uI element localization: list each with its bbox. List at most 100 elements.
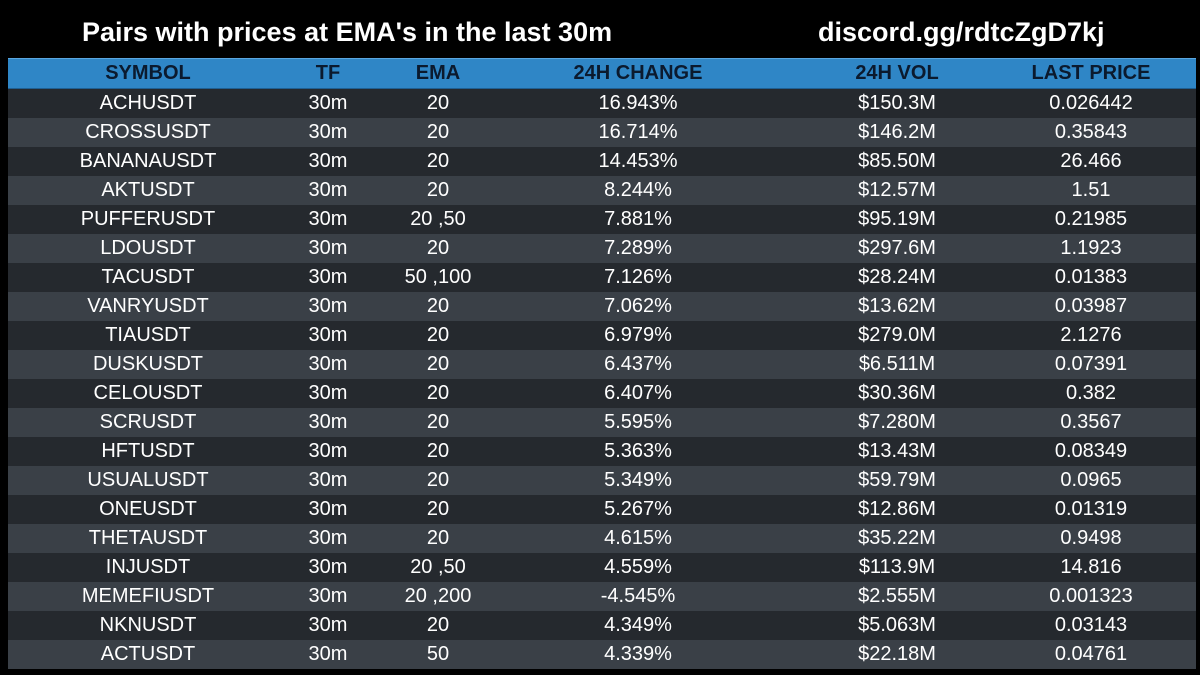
cell-24h-vol: $146.2M xyxy=(858,121,936,143)
table-row[interactable]: PUFFERUSDT 30m 20 ,50 7.881% $95.19M 0.21985 xyxy=(8,205,1196,234)
table-row[interactable]: TIAUSDT 30m 20 6.979% $279.0M 2.1276 xyxy=(8,321,1196,350)
cell-tf: 30m xyxy=(308,266,348,288)
cell-tf: 30m xyxy=(308,585,348,607)
cell-ema: 20 xyxy=(426,179,450,201)
cell-symbol: USUALUSDT xyxy=(87,469,209,491)
cell-last-price: 0.04761 xyxy=(1054,643,1128,665)
cell-24h-change: 16.943% xyxy=(598,92,678,114)
cell-24h-change: 5.595% xyxy=(604,411,672,433)
table-row[interactable]: LDOUSDT 30m 20 7.289% $297.6M 1.1923 xyxy=(8,234,1196,263)
table-row[interactable]: CELOUSDT 30m 20 6.407% $30.36M 0.382 xyxy=(8,379,1196,408)
cell-24h-change: 6.979% xyxy=(604,324,672,346)
cell-24h-vol: $297.6M xyxy=(858,237,936,259)
cell-symbol: MEMEFIUSDT xyxy=(81,585,215,607)
cell-ema: 20 ,50 xyxy=(410,208,466,230)
cell-ema: 50 xyxy=(426,643,450,665)
table-row[interactable]: SCRUSDT 30m 20 5.595% $7.280M 0.3567 xyxy=(8,408,1196,437)
table-row[interactable]: HFTUSDT 30m 20 5.363% $13.43M 0.08349 xyxy=(8,437,1196,466)
cell-24h-vol: $279.0M xyxy=(858,324,936,346)
table-row[interactable]: CROSSUSDT 30m 20 16.714% $146.2M 0.35843 xyxy=(8,118,1196,147)
cell-24h-vol: $28.24M xyxy=(858,266,936,288)
cell-tf: 30m xyxy=(308,643,348,665)
cell-last-price: 0.3567 xyxy=(1060,411,1122,433)
cell-symbol: TACUSDT xyxy=(101,266,195,288)
header: Pairs with prices at EMA's in the last 3… xyxy=(0,0,1200,58)
cell-24h-change: 8.244% xyxy=(604,179,672,201)
cell-tf: 30m xyxy=(308,179,348,201)
cell-last-price: 0.35843 xyxy=(1054,121,1128,143)
table-header-row: SYMBOL TF EMA 24H CHANGE 24H VOL LAST PR… xyxy=(8,58,1196,89)
cell-24h-vol: $6.511M xyxy=(858,353,936,375)
cell-ema: 20 xyxy=(426,353,450,375)
cell-24h-change: 4.615% xyxy=(604,527,672,549)
table-row[interactable]: NKNUSDT 30m 20 4.349% $5.063M 0.03143 xyxy=(8,611,1196,640)
cell-24h-change: 7.289% xyxy=(604,237,672,259)
cell-ema: 50 ,100 xyxy=(404,266,472,288)
table-row[interactable]: MEMEFIUSDT 30m 20 ,200 -4.545% $2.555M 0.0013… xyxy=(8,582,1196,611)
column-header-tf[interactable]: TF xyxy=(315,62,341,84)
cell-last-price: 0.03143 xyxy=(1054,614,1128,636)
cell-symbol: HFTUSDT xyxy=(101,440,195,462)
table-row[interactable]: BANANAUSDT 30m 20 14.453% $85.50M 26.466 xyxy=(8,147,1196,176)
cell-ema: 20 xyxy=(426,614,450,636)
page-title: Pairs with prices at EMA's in the last 3… xyxy=(82,17,613,47)
cell-ema: 20 xyxy=(426,440,450,462)
cell-symbol: DUSKUSDT xyxy=(92,353,203,375)
cell-24h-change: 5.267% xyxy=(604,498,672,520)
table-row[interactable]: ACHUSDT 30m 20 16.943% $150.3M 0.026442 xyxy=(8,89,1196,118)
cell-24h-vol: $95.19M xyxy=(858,208,936,230)
cell-last-price: 0.382 xyxy=(1065,382,1117,404)
cell-24h-vol: $2.555M xyxy=(858,585,936,607)
cell-tf: 30m xyxy=(308,295,348,317)
column-header-24h-change[interactable]: 24H CHANGE xyxy=(573,62,703,84)
cell-ema: 20 xyxy=(426,527,450,549)
cell-24h-change: 4.339% xyxy=(604,643,672,665)
cell-24h-change: -4.545% xyxy=(600,585,676,607)
cell-symbol: THETAUSDT xyxy=(88,527,208,549)
table-row[interactable]: INJUSDT 30m 20 ,50 4.559% $113.9M 14.816 xyxy=(8,553,1196,582)
table-row[interactable]: ONEUSDT 30m 20 5.267% $12.86M 0.01319 xyxy=(8,495,1196,524)
cell-last-price: 0.001323 xyxy=(1049,585,1133,607)
cell-24h-change: 7.062% xyxy=(604,295,672,317)
column-header-24h-vol[interactable]: 24H VOL xyxy=(855,62,939,84)
table-row[interactable]: ACTUSDT 30m 50 4.339% $22.18M 0.04761 xyxy=(8,640,1196,669)
cell-symbol: PUFFERUSDT xyxy=(80,208,216,230)
table-row[interactable]: VANRYUSDT 30m 20 7.062% $13.62M 0.03987 xyxy=(8,292,1196,321)
cell-symbol: LDOUSDT xyxy=(100,237,196,259)
column-header-symbol[interactable]: SYMBOL xyxy=(105,62,191,84)
cell-24h-vol: $12.86M xyxy=(858,498,936,520)
cell-ema: 20 xyxy=(426,295,450,317)
cell-last-price: 2.1276 xyxy=(1060,324,1122,346)
table-row[interactable]: USUALUSDT 30m 20 5.349% $59.79M 0.0965 xyxy=(8,466,1196,495)
cell-24h-change: 7.881% xyxy=(604,208,672,230)
table-body: ACHUSDT 30m 20 16.943% $150.3M 0.026442 CROSSU… xyxy=(8,89,1196,669)
table-row[interactable]: TACUSDT 30m 50 ,100 7.126% $28.24M 0.01383 xyxy=(8,263,1196,292)
cell-symbol: NKNUSDT xyxy=(99,614,197,636)
cell-24h-vol: $13.62M xyxy=(858,295,936,317)
cell-last-price: 0.01383 xyxy=(1054,266,1128,288)
table-row[interactable]: AKTUSDT 30m 20 8.244% $12.57M 1.51 xyxy=(8,176,1196,205)
cell-tf: 30m xyxy=(308,324,348,346)
cell-tf: 30m xyxy=(308,92,348,114)
table-row[interactable]: THETAUSDT 30m 20 4.615% $35.22M 0.9498 xyxy=(8,524,1196,553)
table-row[interactable]: DUSKUSDT 30m 20 6.437% $6.511M 0.07391 xyxy=(8,350,1196,379)
cell-24h-change: 16.714% xyxy=(598,121,678,143)
cell-symbol: AKTUSDT xyxy=(101,179,195,201)
cell-ema: 20 xyxy=(426,411,450,433)
column-header-last-price[interactable]: LAST PRICE xyxy=(1031,62,1151,84)
cell-last-price: 0.9498 xyxy=(1060,527,1122,549)
cell-ema: 20 xyxy=(426,92,450,114)
discord-link[interactable]: discord.gg/rdtcZgD7kj xyxy=(818,17,1105,47)
cell-last-price: 1.1923 xyxy=(1060,237,1122,259)
column-header-ema[interactable]: EMA xyxy=(415,62,461,84)
cell-symbol: BANANAUSDT xyxy=(79,150,217,172)
cell-tf: 30m xyxy=(308,150,348,172)
cell-tf: 30m xyxy=(308,527,348,549)
cell-24h-change: 6.407% xyxy=(604,382,672,404)
cell-last-price: 1.51 xyxy=(1071,179,1111,201)
cell-last-price: 0.08349 xyxy=(1054,440,1128,462)
cell-symbol: TIAUSDT xyxy=(105,324,191,346)
cell-24h-vol: $35.22M xyxy=(858,527,936,549)
cell-24h-vol: $113.9M xyxy=(858,556,936,578)
cell-tf: 30m xyxy=(308,440,348,462)
